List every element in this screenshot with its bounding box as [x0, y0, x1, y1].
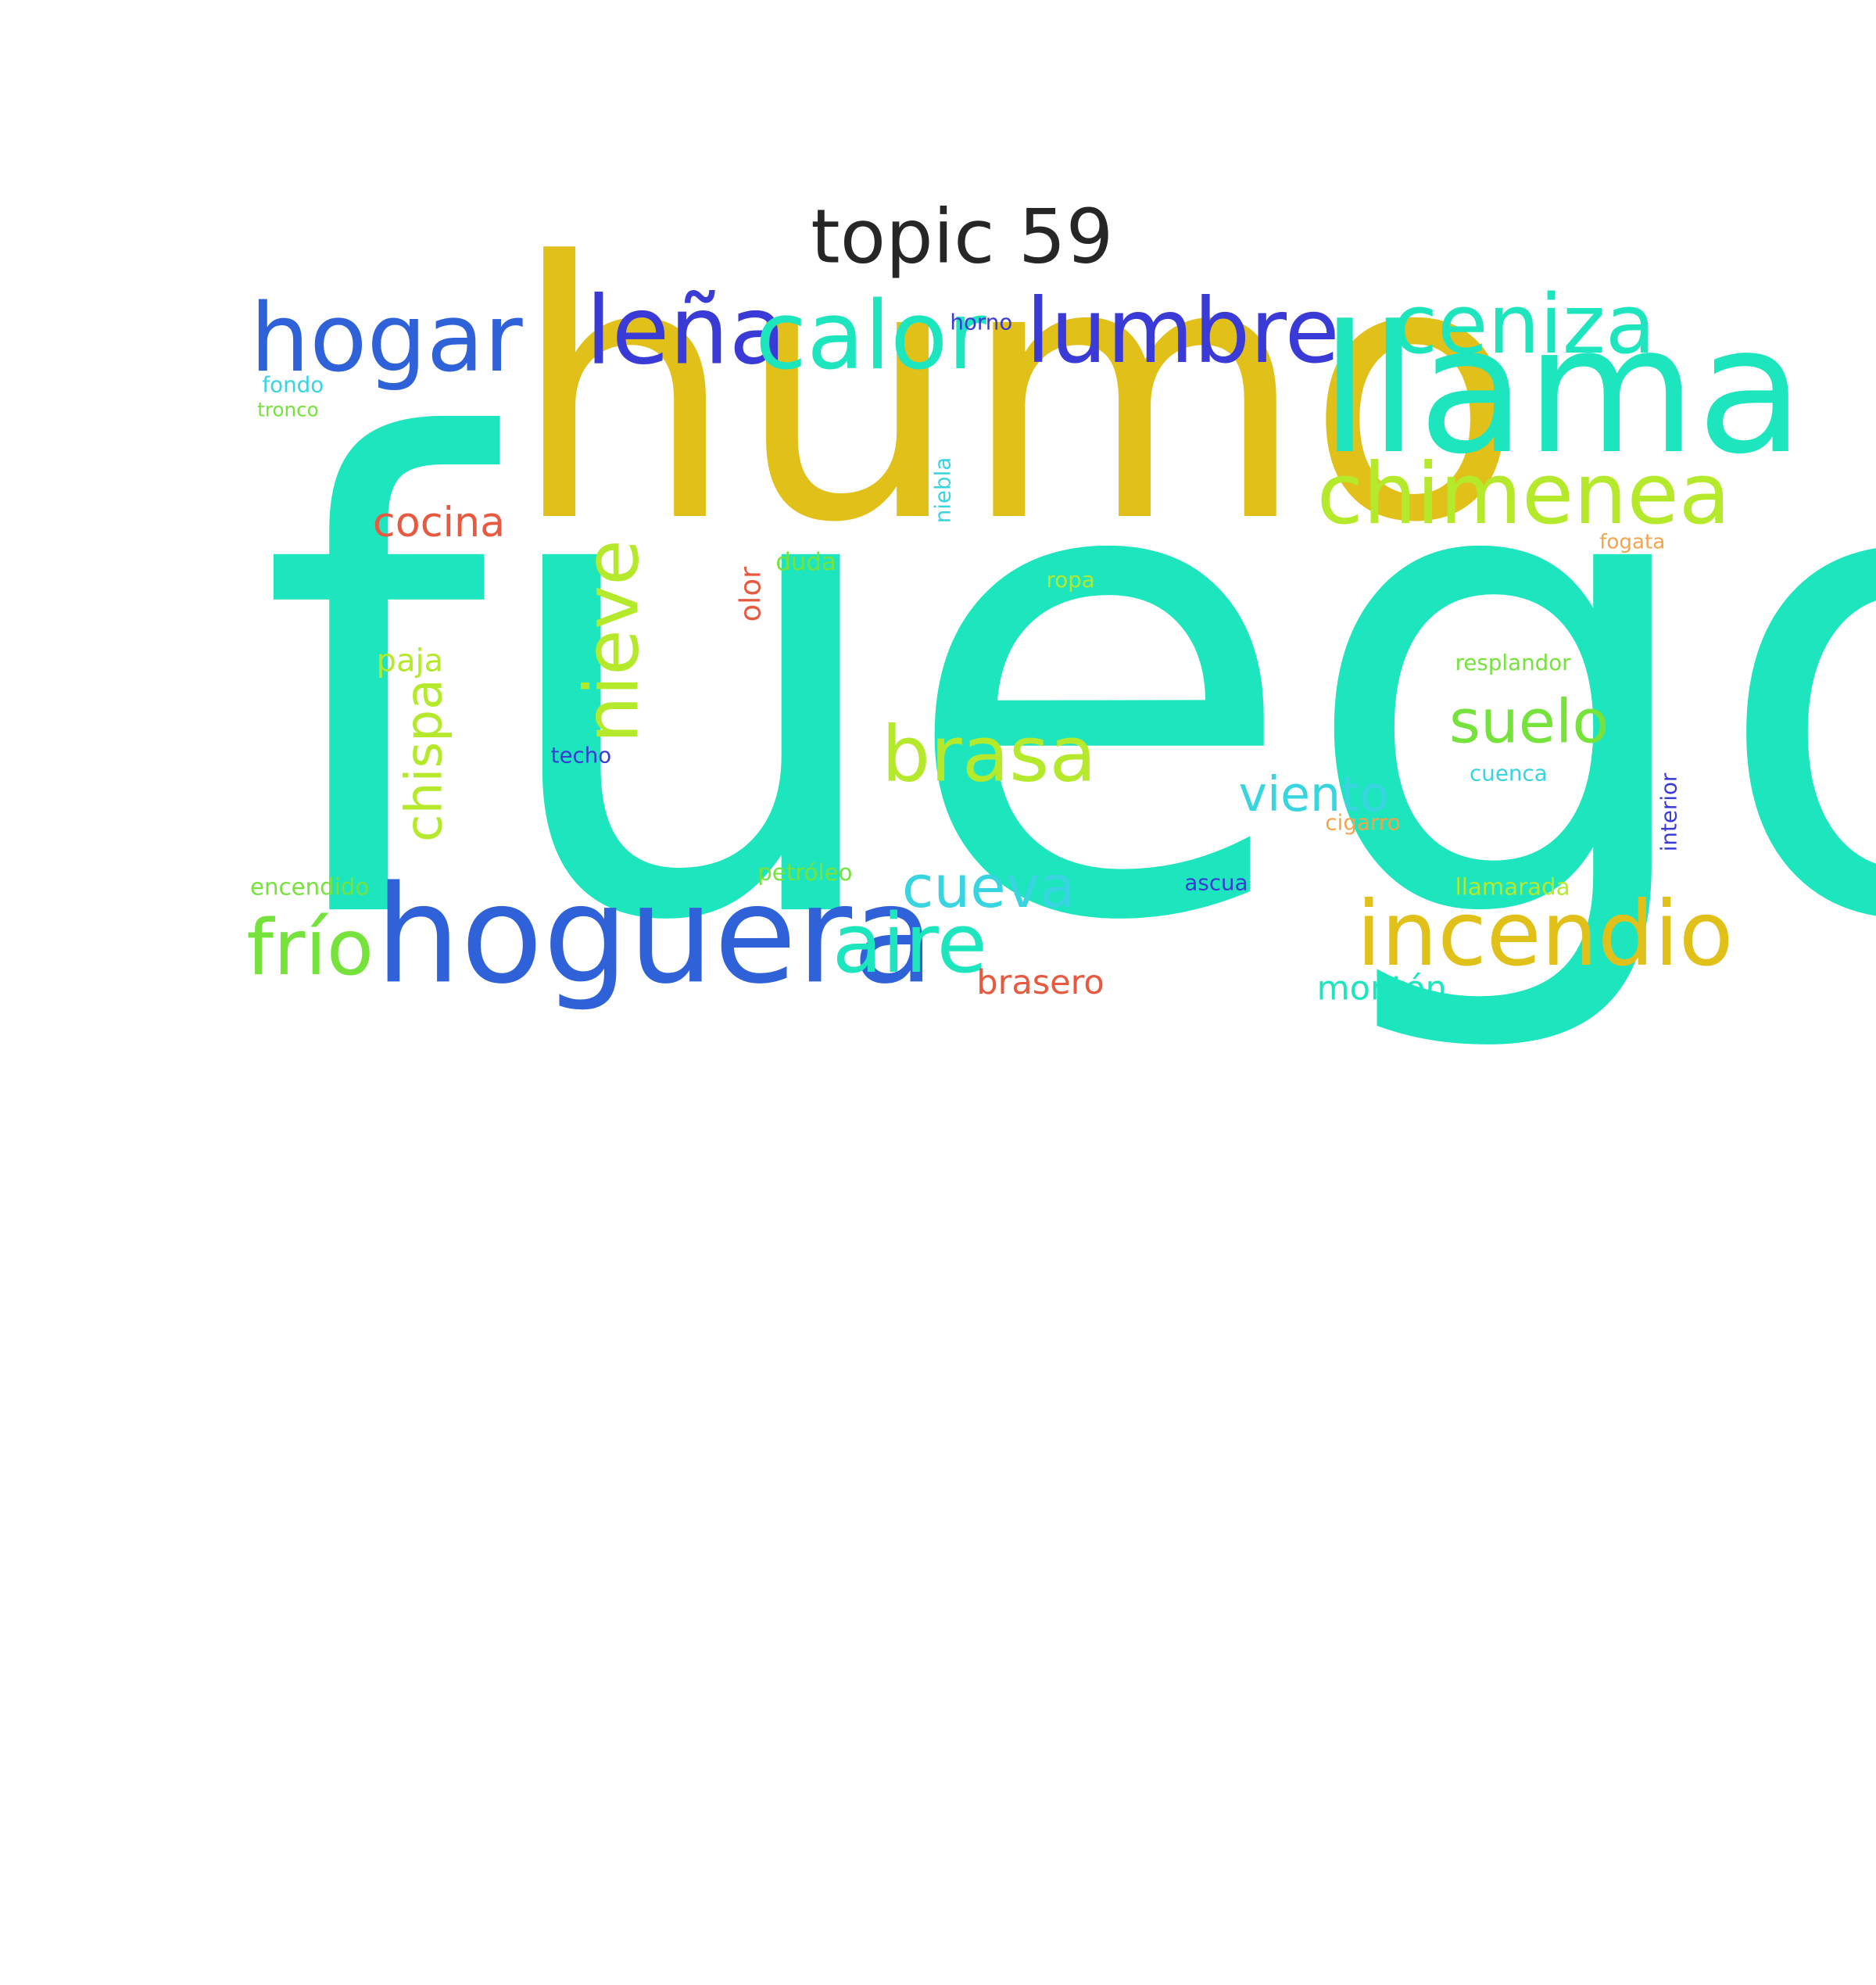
word-brasa: brasa [881, 711, 1097, 801]
word-cuenca: cuenca [1470, 761, 1548, 787]
word-tronco: tronco [257, 398, 319, 421]
word-hoguera: hoguera [375, 857, 935, 1014]
word-chimenea: chimenea [1316, 445, 1731, 544]
word-duda: duda [775, 547, 836, 576]
word-techo: techo [550, 743, 612, 769]
word-frío: frío [246, 904, 374, 994]
word-aire: aire [832, 897, 987, 993]
word-chispa: chispa [394, 679, 454, 842]
word-cigarro: cigarro [1325, 810, 1401, 837]
word-calor: calor [755, 282, 986, 392]
word-horno: horno [950, 310, 1013, 336]
word-fondo: fondo [262, 372, 324, 399]
word-ascua: ascua [1184, 870, 1248, 897]
word-ceniza: ceniza [1392, 278, 1656, 373]
word-brasero: brasero [976, 962, 1104, 1002]
word-interior: interior [1657, 772, 1683, 852]
word-hogar: hogar [250, 285, 523, 394]
word-cueva: cueva [901, 854, 1076, 922]
word-olor: olor [733, 566, 768, 622]
word-incendio: incendio [1356, 883, 1734, 987]
word-niebla: niebla [930, 457, 957, 524]
word-llamarada: llamarada [1455, 874, 1570, 901]
chart-title: topic 59 [811, 192, 1114, 281]
word-fuego: fuego [258, 307, 1876, 1064]
word-encendido: encendido [250, 874, 370, 901]
word-cocina: cocina [372, 499, 506, 548]
word-paja: paja [376, 643, 444, 680]
word-leña: leña [585, 278, 787, 386]
word-humo: humo [510, 186, 1523, 600]
word-fogata: fogata [1599, 530, 1666, 555]
word-montón: montón [1316, 968, 1447, 1009]
word-suelo: suelo [1448, 686, 1609, 757]
word-nieve: nieve [567, 539, 656, 743]
word-petróleo: petróleo [757, 860, 853, 887]
word-lumbre: lumbre [1026, 280, 1340, 384]
word-viento: viento [1238, 767, 1389, 823]
word-ropa: ropa [1046, 568, 1095, 593]
word-llama: llama [1320, 288, 1805, 493]
word-resplandor: resplandor [1455, 650, 1571, 676]
